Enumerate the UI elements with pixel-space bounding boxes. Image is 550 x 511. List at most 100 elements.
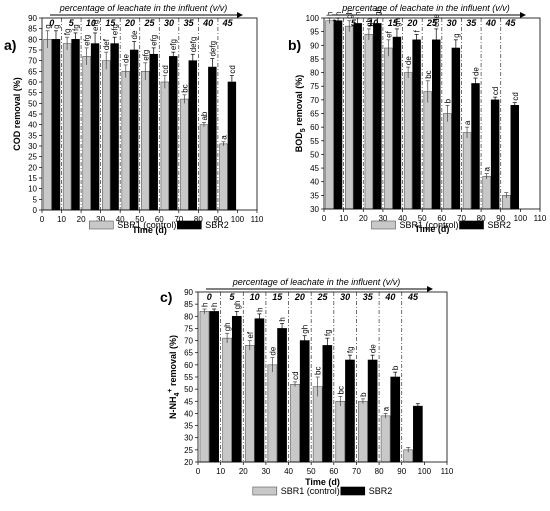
legend-label: SBR1 (control): [281, 486, 340, 496]
bar: [413, 405, 423, 463]
header-arrow-head: [237, 12, 243, 18]
x-tick-label: 90: [397, 467, 406, 476]
significance-label: efg: [111, 24, 120, 35]
y-tick-label: 30: [184, 434, 193, 443]
significance-label: de: [130, 30, 139, 39]
significance-label: gh: [393, 18, 402, 27]
y-tick-label: 65: [184, 349, 193, 358]
percentage-label: 15: [105, 18, 116, 28]
y-tick-label: 90: [184, 288, 193, 297]
significance-label: gh: [373, 7, 382, 16]
y-tick-label: 80: [184, 312, 193, 321]
significance-label: cd: [491, 87, 500, 95]
percentage-label: 40: [384, 292, 395, 302]
x-tick-label: 60: [329, 467, 338, 476]
bar: [51, 39, 61, 211]
bar: [169, 56, 178, 211]
bar: [222, 337, 232, 463]
x-tick-label: 40: [398, 214, 407, 223]
legend-swatch: [89, 220, 114, 230]
significance-label: a: [382, 406, 391, 411]
y-axis-label: BOD5 removal (%): [294, 75, 307, 152]
significance-label: a: [219, 135, 228, 140]
bar: [358, 400, 368, 463]
x-tick-label: 0: [322, 214, 327, 223]
significance-label: cd: [161, 65, 170, 73]
bar: [353, 23, 362, 210]
percentage-label: 0: [207, 292, 212, 302]
bar: [90, 43, 100, 211]
significance-label: def: [102, 38, 111, 50]
significance-label: b: [391, 365, 400, 370]
y-tick-label: 25: [28, 153, 37, 162]
bar: [490, 99, 500, 210]
x-tick-label: 80: [375, 467, 384, 476]
significance-label: fg: [346, 346, 355, 353]
x-tick-label: 0: [40, 215, 45, 224]
x-axis-label: Time (d): [132, 225, 167, 235]
percentage-label: 25: [143, 18, 155, 28]
percentage-label: 45: [407, 292, 419, 302]
significance-label: h: [354, 12, 363, 16]
percentage-label: 5: [69, 18, 75, 28]
percentage-label: 20: [406, 18, 417, 28]
significance-label: efg: [169, 39, 178, 50]
y-tick-label: 80: [310, 69, 319, 78]
significance-label: defg: [189, 37, 198, 53]
legend-swatch: [252, 486, 278, 496]
significance-label: de: [404, 56, 413, 65]
significance-label: fg: [72, 24, 81, 31]
significance-label: h: [210, 303, 219, 307]
y-tick-label: 20: [28, 163, 37, 172]
percentage-label: 10: [86, 18, 96, 28]
significance-label: gh: [301, 325, 310, 334]
bar: [199, 124, 209, 211]
bar: [208, 66, 217, 211]
y-tick-label: 80: [28, 35, 37, 44]
bar: [367, 359, 378, 463]
bar: [199, 311, 210, 463]
significance-label: de: [472, 67, 481, 76]
bar: [443, 113, 452, 210]
bar: [322, 345, 333, 463]
x-tick-label: 100: [418, 467, 432, 476]
panel-label: a): [4, 37, 16, 53]
significance-label: h: [326, 12, 335, 16]
significance-label: fg: [323, 329, 332, 336]
significance-label: fg: [63, 29, 72, 36]
bar: [121, 71, 130, 211]
x-tick-label: 20: [239, 467, 248, 476]
significance-label: f: [413, 29, 422, 32]
legend-swatch: [371, 220, 396, 230]
bar: [231, 315, 242, 463]
x-tick-label: 10: [57, 215, 66, 224]
bar: [312, 386, 323, 463]
y-tick-label: 40: [28, 121, 37, 130]
x-tick-label: 60: [155, 215, 164, 224]
significance-label: cd: [511, 92, 520, 100]
percentage-label: 30: [340, 292, 350, 302]
significance-label: gh: [223, 322, 232, 331]
x-tick-label: 20: [359, 214, 368, 223]
x-tick-label: 10: [339, 214, 348, 223]
y-tick-label: 85: [184, 300, 193, 309]
percentage-label: 25: [316, 292, 328, 302]
percentage-label: 30: [447, 18, 457, 28]
y-tick-label: 75: [184, 324, 193, 333]
bar: [43, 39, 52, 211]
x-tick-label: 30: [96, 215, 105, 224]
significance-label: efg: [83, 35, 92, 46]
percentage-label: 25: [426, 18, 438, 28]
bar: [333, 20, 343, 210]
bar: [335, 400, 346, 463]
significance-label: bc: [180, 84, 189, 92]
bar: [141, 71, 150, 211]
legend-swatch: [177, 220, 202, 230]
significance-label: de: [369, 344, 378, 353]
significance-label: cd: [228, 65, 237, 73]
x-tick-label: 60: [437, 214, 446, 223]
x-tick-label: 100: [231, 215, 245, 224]
significance-label: gh: [345, 10, 354, 19]
chart-panel-2: b) percentage of leachate in the influent…: [288, 3, 547, 234]
